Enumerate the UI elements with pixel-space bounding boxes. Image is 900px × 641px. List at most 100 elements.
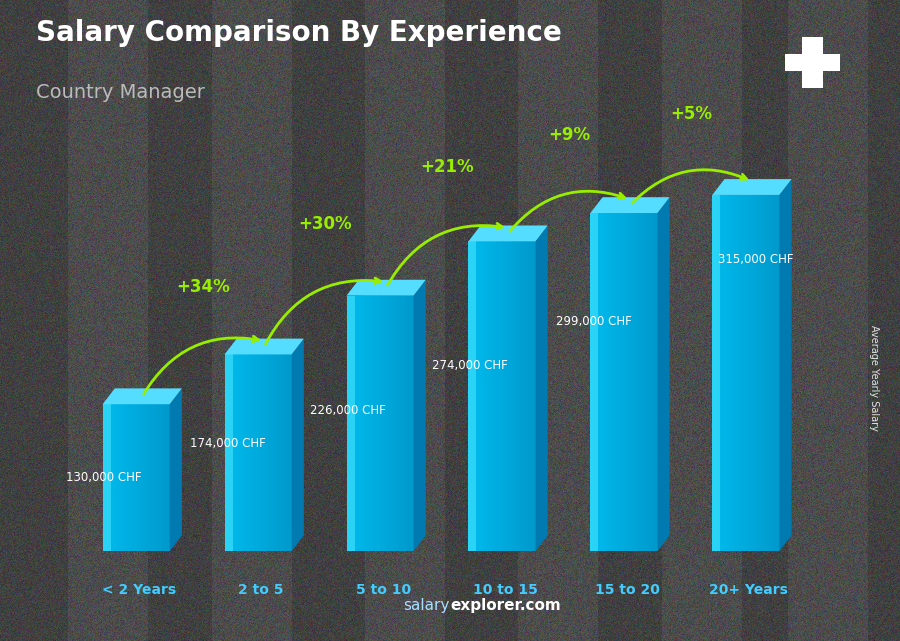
Bar [242,354,244,551]
Bar [526,241,528,551]
Bar [263,354,264,551]
Bar [255,354,256,551]
Text: 5 to 10: 5 to 10 [356,583,410,597]
Bar [761,195,763,551]
Text: 130,000 CHF: 130,000 CHF [66,471,141,484]
Bar [378,296,379,551]
Bar [736,195,737,551]
Bar [785,54,840,71]
Bar [162,404,163,551]
Bar [274,354,275,551]
Bar [375,296,377,551]
Bar [249,354,250,551]
Bar [600,213,602,551]
Bar [720,195,722,551]
Bar [113,404,115,551]
Bar [764,195,765,551]
Bar [493,241,494,551]
Bar [109,404,111,551]
Bar [616,213,617,551]
Bar [486,241,488,551]
Bar [157,404,158,551]
Bar [498,241,499,551]
Bar [411,296,413,551]
Bar [254,354,255,551]
Text: salary: salary [403,598,450,613]
Bar [494,241,496,551]
Text: 274,000 CHF: 274,000 CHF [432,359,508,372]
Bar [597,213,598,551]
Bar [120,404,121,551]
Bar [734,195,735,551]
Bar [282,354,283,551]
Bar [479,241,480,551]
Bar [605,213,607,551]
Bar [251,354,253,551]
Bar [226,354,227,551]
Bar [268,354,269,551]
Bar [485,241,487,551]
Bar [359,296,360,551]
Bar [273,354,274,551]
Bar [529,241,530,551]
Bar [520,241,521,551]
Bar [655,213,657,551]
Bar [230,354,231,551]
Bar [129,404,130,551]
Bar [712,195,714,551]
Bar [592,213,594,551]
Bar [603,213,604,551]
Bar [361,296,363,551]
Bar [122,404,124,551]
Bar [232,354,234,551]
Bar [743,195,745,551]
Bar [636,213,637,551]
Bar [646,213,648,551]
Bar [723,195,724,551]
Bar [154,404,156,551]
Bar [767,195,769,551]
Bar [104,404,105,551]
Bar [253,354,254,551]
Bar [535,241,536,551]
Bar [364,296,365,551]
Text: +9%: +9% [548,126,590,144]
Bar [604,213,605,551]
Bar [590,213,598,551]
Polygon shape [346,279,426,296]
Bar [489,241,490,551]
Bar [350,296,351,551]
Bar [346,296,355,551]
Bar [355,296,356,551]
Bar [140,404,141,551]
Text: 315,000 CHF: 315,000 CHF [718,253,794,265]
Bar [480,241,481,551]
Bar [164,404,166,551]
Bar [225,354,226,551]
Bar [351,296,352,551]
Bar [472,241,473,551]
Bar [276,354,277,551]
Bar [383,296,384,551]
Bar [525,241,526,551]
Bar [716,195,717,551]
Bar [117,404,119,551]
Bar [380,296,382,551]
Bar [231,354,232,551]
Bar [408,296,410,551]
Bar [752,195,754,551]
Bar [739,195,741,551]
Bar [269,354,271,551]
Bar [518,241,520,551]
Polygon shape [712,179,792,195]
Bar [495,241,497,551]
Bar [749,195,751,551]
Bar [712,195,720,551]
Text: 15 to 20: 15 to 20 [595,583,660,597]
Bar [610,213,612,551]
Bar [776,195,778,551]
Bar [762,195,764,551]
Bar [522,241,524,551]
Bar [756,195,757,551]
Bar [742,195,743,551]
